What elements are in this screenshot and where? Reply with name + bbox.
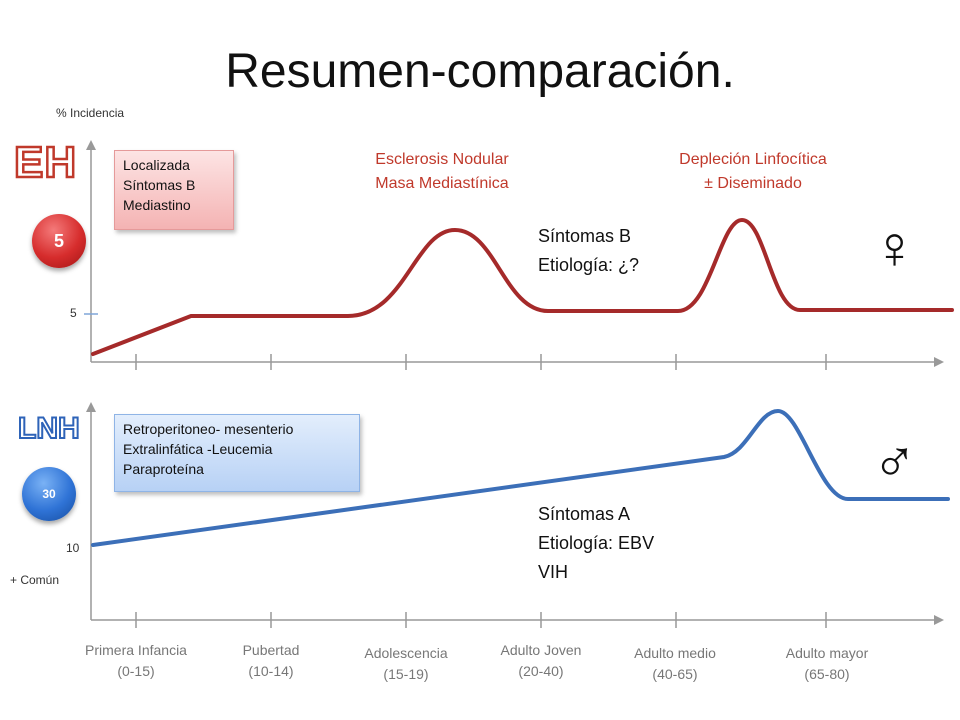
lnh-y-arrow [86, 402, 96, 412]
x-category-name: Primera Infancia [85, 642, 187, 658]
x-category-name: Adulto medio [634, 645, 716, 661]
lnh-feature: Retroperitoneo- mesenterio [123, 421, 294, 437]
x-category-range: (40-65) [652, 666, 698, 682]
x-category-label: Pubertad (10-14) [196, 640, 346, 682]
eh-incidence-badge: 5 [32, 214, 86, 268]
x-category-name: Adulto mayor [785, 645, 869, 661]
eh-x-arrow [934, 357, 944, 367]
peak-label-line: Masa Mediastínica [375, 175, 509, 192]
peak-label-line: ± Diseminado [704, 175, 802, 192]
y-axis-label: % Incidencia [56, 106, 125, 120]
male-symbol-icon: ♂ [872, 428, 917, 495]
x-category-name: Adulto Joven [500, 642, 582, 658]
lnh-tag: LNH [17, 411, 81, 446]
x-category-range: (10-14) [248, 663, 294, 679]
lnh-y-tick-label: 10 [66, 541, 80, 555]
lnh-series-line [91, 409, 950, 547]
peak-label-line: Esclerosis Nodular [375, 151, 509, 168]
lnh-x-ticks [135, 612, 827, 628]
x-category-label: Adulto medio (40-65) [600, 643, 750, 685]
x-category-label: Adulto mayor (65-80) [752, 643, 902, 685]
symptoms-line: Síntomas B [538, 226, 632, 246]
y-axis-note: + Común [10, 573, 60, 587]
eh-features-box: Localizada Síntomas B Mediastino [114, 150, 234, 230]
peak-label-line: Depleción Linfocítica [679, 151, 827, 168]
lnh-features-box: Retroperitoneo- mesenterio Extralinfátic… [114, 414, 360, 492]
eh-symptoms: Síntomas B Etiología: ¿? [538, 222, 639, 280]
x-category-name: Adolescencia [364, 645, 448, 661]
eh-feature: Localizada [123, 157, 190, 173]
eh-x-ticks [135, 354, 827, 370]
eh-tag: EH [13, 137, 78, 189]
lnh-feature: Paraproteína [123, 461, 204, 477]
x-category-label: Adulto Joven (20-40) [466, 640, 616, 682]
lnh-incidence-badge: 30 [22, 467, 76, 521]
symptoms-line: VIH [538, 562, 569, 582]
eh-y-tick-label: 5 [70, 306, 77, 320]
x-category-range: (65-80) [804, 666, 850, 682]
x-category-label: Adolescencia (15-19) [331, 643, 481, 685]
x-category-name: Pubertad [242, 642, 300, 658]
x-category-range: (0-15) [117, 663, 155, 679]
x-category-range: (20-40) [518, 663, 564, 679]
eh-y-arrow [86, 140, 96, 150]
x-category-range: (15-19) [383, 666, 429, 682]
lnh-symptoms: Síntomas A Etiología: EBV VIH [538, 500, 654, 587]
slide-title: Resumen-comparación. [225, 45, 735, 98]
female-symbol-icon: ♀ [872, 214, 917, 281]
symptoms-line: Etiología: ¿? [538, 255, 640, 275]
eh-feature: Mediastino [123, 197, 191, 213]
lnh-feature: Extralinfática -Leucemia [123, 441, 273, 457]
eh-peak1-label: Esclerosis Nodular Masa Mediastínica [342, 148, 542, 196]
x-category-label: Primera Infancia (0-15) [61, 640, 211, 682]
symptoms-line: Etiología: EBV [538, 533, 655, 553]
eh-feature: Síntomas B [123, 177, 196, 193]
eh-peak2-label: Depleción Linfocítica ± Diseminado [648, 148, 858, 196]
lnh-x-arrow [934, 615, 944, 625]
eh-series-line [91, 218, 954, 356]
symptoms-line: Síntomas A [538, 504, 631, 524]
